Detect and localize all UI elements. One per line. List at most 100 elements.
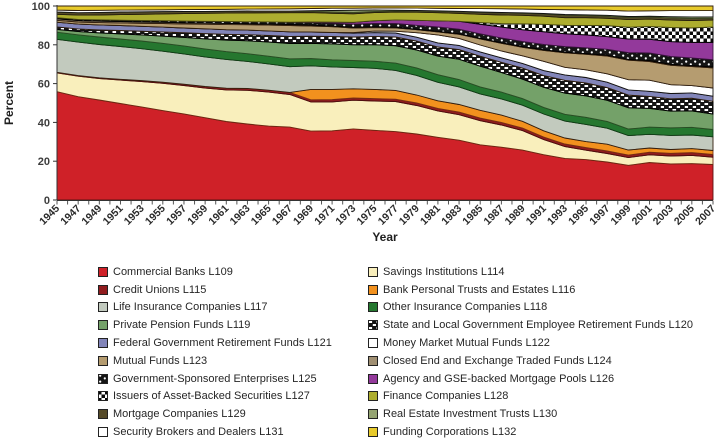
legend-swatch [368,338,378,349]
legend-swatch-icon [368,320,378,331]
legend-item-L125: Government-Sponsored Enterprises L125 [98,373,368,385]
legend-item-L126: Agency and GSE-backed Mortgage Pools L12… [368,373,693,385]
x-tick-label: 1967 [270,203,295,228]
x-tick-label: 1979 [397,203,422,228]
legend-item-L120: State and Local Government Employee Reti… [368,319,693,331]
legend-swatch-icon [368,373,378,384]
legend-label: Agency and GSE-backed Mortgage Pools L12… [383,372,615,385]
legend-label: Issuers of Asset-Backed Securities L127 [113,390,310,403]
legend: Commercial Banks L109 Savings Institution… [98,263,693,441]
x-tick-label: 1957 [164,203,189,228]
legend-item-L114: Savings Institutions L114 [368,266,693,278]
x-tick-label: 1977 [376,203,401,228]
y-axis-title: Percent [2,81,16,125]
stacked-area-chart: Percent 0 20 40 60 80 100 19451947194919511953… [2,1,718,244]
area-layers [56,5,714,201]
x-tick-label: 2003 [651,203,676,228]
legend-label: Other Insurance Companies L118 [383,301,548,314]
legend-item-L132: Funding Corporations L132 [368,426,693,438]
x-tick-label: 1945 [37,203,62,228]
legend-item-L115: Credit Unions L115 [98,284,368,296]
x-tick-label: 1997 [587,203,612,228]
x-tick-label: 1989 [503,203,528,228]
legend-swatch-icon [98,302,108,313]
x-tick-label: 2007 [693,203,718,228]
legend-swatch-icon [98,320,108,331]
legend-label: Private Pension Funds L119 [113,319,251,332]
x-tick-label: 1961 [206,203,231,228]
legend-label: Security Brokers and Dealers L131 [113,426,284,439]
legend-item-L128: Finance Companies L128 [368,390,693,402]
x-tick-label: 1999 [609,203,634,228]
legend-label: Money Market Mutual Funds L122 [383,337,550,350]
legend-label: Life Insurance Companies L117 [113,301,268,314]
legend-swatch [368,302,378,313]
x-tick-label: 1963 [228,203,253,228]
y-tick-label: 40 [38,117,50,129]
x-tick-label: 1947 [58,203,83,228]
x-tick-label: 1987 [482,203,507,228]
area-layer-L132 [56,5,714,12]
legend-item-L123: Mutual Funds L123 [98,355,368,367]
legend-item-L129: Mortgage Companies L129 [98,408,368,420]
x-tick-label: 1981 [418,203,443,228]
legend-swatch [98,409,108,420]
legend-item-L131: Security Brokers and Dealers L131 [98,426,368,438]
x-tick-label: 1965 [249,203,274,228]
legend-label: Credit Unions L115 [113,283,207,296]
y-tick-label: 80 [38,40,50,52]
legend-label: Funding Corporations L132 [383,426,517,439]
legend-label: State and Local Government Employee Reti… [383,319,694,332]
legend-swatch-icon [98,338,108,349]
x-tick-label: 1959 [185,203,210,228]
y-tick-label: 0 [44,195,50,207]
x-tick-label: 1985 [460,203,485,228]
legend-swatch-icon [368,355,378,366]
legend-label: Commercial Banks L109 [113,265,233,278]
x-tick-label: 1969 [291,203,316,228]
legend-swatch [368,320,378,331]
x-tick-label: 1955 [143,203,168,228]
legend-swatch-icon [98,427,108,438]
x-tick-label: 1973 [333,203,358,228]
legend-swatch [98,284,108,295]
legend-label: Finance Companies L128 [383,390,509,403]
legend-swatch [368,284,378,295]
legend-swatch-icon [98,266,108,277]
legend-swatch-icon [98,284,108,295]
legend-swatch [98,391,108,402]
legend-swatch [98,427,108,438]
x-tick-label: 1991 [524,203,549,228]
y-tick-label: 60 [38,79,50,91]
x-tick-label: 1949 [79,203,104,228]
legend-swatch-icon [368,266,378,277]
legend-item-L117: Life Insurance Companies L117 [98,301,368,313]
x-tick-label: 1983 [439,203,464,228]
x-tick-label: 1975 [355,203,380,228]
legend-label: Mutual Funds L123 [113,354,208,367]
x-tick-label: 1995 [566,203,591,228]
x-tick-label: 2005 [672,203,697,228]
legend-swatch-icon [98,391,108,402]
legend-swatch-icon [98,373,108,384]
legend-swatch [368,373,378,384]
legend-swatch [98,302,108,313]
legend-item-L119: Private Pension Funds L119 [98,319,368,331]
legend-item-L124: Closed End and Exchange Traded Funds L12… [368,355,693,367]
legend-label: Real Estate Investment Trusts L130 [383,408,558,421]
legend-label: Federal Government Retirement Funds L121 [113,337,332,350]
legend-swatch [98,355,108,366]
x-tick-label: 1993 [545,203,570,228]
legend-item-L121: Federal Government Retirement Funds L121 [98,337,368,349]
legend-swatch [368,409,378,420]
y-tick-label: 100 [32,1,50,13]
legend-item-L118: Other Insurance Companies L118 [368,301,693,313]
legend-swatch [368,355,378,366]
x-tick-label: 2001 [630,203,655,228]
legend-swatch-icon [368,391,378,402]
legend-item-L127: Issuers of Asset-Backed Securities L127 [98,390,368,402]
legend-label: Government-Sponsored Enterprises L125 [113,372,317,385]
legend-swatch [98,338,108,349]
legend-label: Mortgage Companies L129 [113,408,246,421]
legend-swatch [368,427,378,438]
